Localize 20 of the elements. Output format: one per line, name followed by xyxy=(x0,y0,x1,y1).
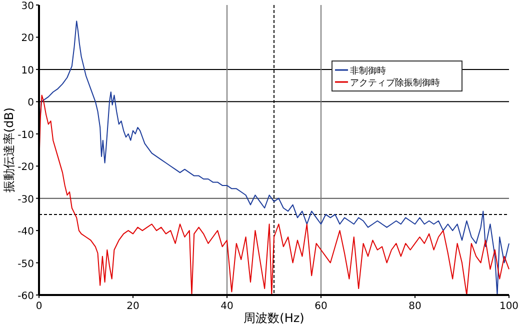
y-tick-label: -30 xyxy=(18,194,34,206)
y-tick-label: -50 xyxy=(18,258,34,270)
x-tick-label: 0 xyxy=(36,301,42,312)
y-tick-label: 0 xyxy=(28,98,34,109)
x-tick-label: 100 xyxy=(499,301,519,312)
y-tick-label: -10 xyxy=(18,130,34,141)
y-tick-label: -40 xyxy=(18,226,34,238)
y-tick-label: 10 xyxy=(21,65,34,76)
y-tick-label: -60 xyxy=(18,291,34,302)
y-tick-label: 20 xyxy=(21,33,34,44)
x-tick-label: 20 xyxy=(126,301,140,312)
x-tick-label: 40 xyxy=(220,301,234,312)
legend-label: アクティブ除振制御時 xyxy=(350,78,440,88)
y-tick-label: -20 xyxy=(18,162,34,174)
x-tick-label: 60 xyxy=(314,301,328,312)
y-tick-label: 30 xyxy=(21,1,34,12)
legend-label: 非制御時 xyxy=(350,66,386,76)
x-axis-title: 周波数(Hz) xyxy=(244,311,304,325)
x-tick-label: 80 xyxy=(408,301,422,312)
y-axis-title: 振動伝達率(dB) xyxy=(2,107,16,193)
